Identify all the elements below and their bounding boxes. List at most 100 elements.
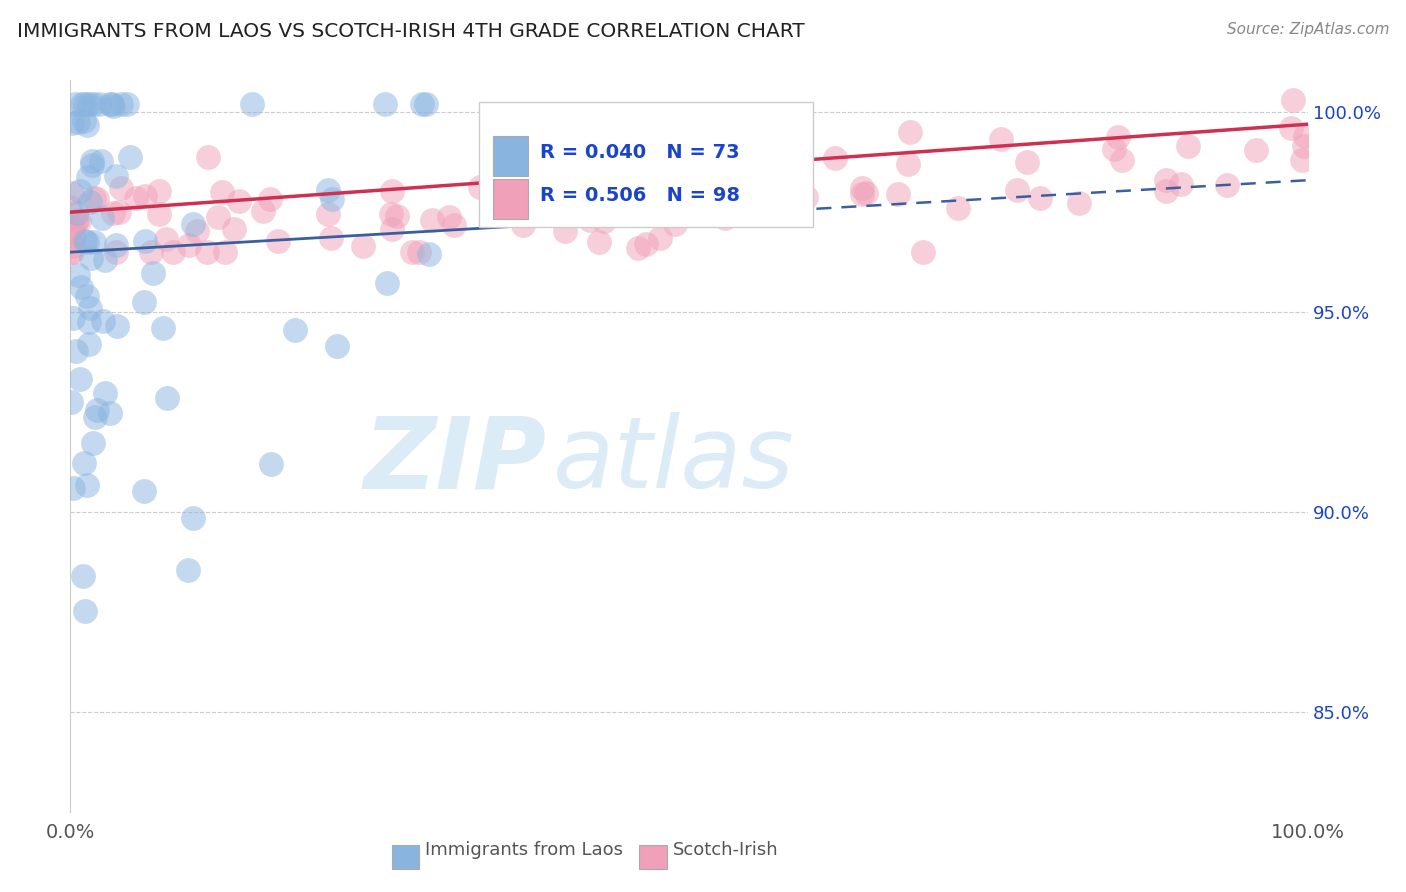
Point <box>77 337 100 351</box>
Point <box>156 391 179 405</box>
Point <box>79 301 101 315</box>
Point <box>259 192 281 206</box>
Point <box>59 200 82 214</box>
FancyBboxPatch shape <box>494 179 529 219</box>
Point <box>86 403 108 417</box>
Point <box>105 319 128 334</box>
Point <box>470 180 492 194</box>
Point <box>713 211 735 225</box>
Point <box>60 395 83 409</box>
Text: Scotch-Irish: Scotch-Irish <box>673 841 779 860</box>
Point <box>1177 138 1199 153</box>
Point <box>284 323 307 337</box>
Point <box>76 118 98 132</box>
Point <box>267 234 290 248</box>
Point <box>65 343 87 358</box>
Point <box>794 190 817 204</box>
Text: Immigrants from Laos: Immigrants from Laos <box>426 841 623 860</box>
Point <box>214 245 236 260</box>
Point <box>62 220 84 235</box>
Point <box>104 237 127 252</box>
Point <box>162 245 184 260</box>
Point <box>93 314 115 328</box>
Point <box>898 125 921 139</box>
FancyBboxPatch shape <box>392 846 419 869</box>
Point <box>155 232 177 246</box>
Point <box>103 98 125 112</box>
Text: R = 0.506   N = 98: R = 0.506 N = 98 <box>540 186 741 205</box>
Point <box>887 187 910 202</box>
Point <box>855 186 877 201</box>
Point <box>776 171 799 186</box>
Point <box>110 181 132 195</box>
Point <box>380 207 402 221</box>
Text: atlas: atlas <box>553 412 794 509</box>
Point <box>851 180 873 194</box>
Point <box>86 192 108 206</box>
Point <box>142 266 165 280</box>
Point <box>62 239 84 253</box>
Point <box>148 207 170 221</box>
Point <box>82 97 104 112</box>
Point <box>824 152 846 166</box>
Point <box>83 190 105 204</box>
Point <box>381 185 404 199</box>
Point <box>326 339 349 353</box>
Point <box>83 235 105 250</box>
Point <box>76 478 98 492</box>
Point <box>197 150 219 164</box>
Point <box>1292 139 1315 153</box>
Point <box>134 294 156 309</box>
Point <box>183 510 205 524</box>
Point <box>73 603 96 617</box>
Point <box>547 194 569 208</box>
Point <box>82 436 104 450</box>
Point <box>211 185 233 199</box>
Point <box>104 169 127 183</box>
Point <box>80 153 103 168</box>
Point <box>527 189 550 203</box>
Point <box>73 97 96 112</box>
Point <box>115 97 138 112</box>
Point <box>664 217 686 231</box>
Point <box>75 234 97 248</box>
Point <box>228 194 250 208</box>
Point <box>98 97 121 112</box>
Point <box>79 194 101 209</box>
Point <box>80 251 103 265</box>
Point <box>148 184 170 198</box>
Point <box>1244 143 1267 157</box>
Point <box>851 187 873 202</box>
Point <box>897 157 920 171</box>
Point <box>134 234 156 248</box>
Point <box>110 97 132 112</box>
Point <box>321 231 343 245</box>
Point <box>1017 154 1039 169</box>
Text: Source: ZipAtlas.com: Source: ZipAtlas.com <box>1226 22 1389 37</box>
FancyBboxPatch shape <box>478 103 813 227</box>
Point <box>1294 129 1316 144</box>
Point <box>183 217 205 231</box>
Point <box>1291 153 1313 168</box>
Point <box>411 97 433 112</box>
Point <box>132 484 155 499</box>
Point <box>62 481 84 495</box>
Point <box>65 214 87 228</box>
Point <box>62 186 84 201</box>
Point <box>66 206 89 220</box>
Point <box>69 279 91 293</box>
Point <box>1170 177 1192 191</box>
Point <box>1067 196 1090 211</box>
Point <box>1102 143 1125 157</box>
Point <box>1154 184 1177 198</box>
FancyBboxPatch shape <box>640 846 666 869</box>
Point <box>73 114 96 128</box>
Point <box>207 211 229 225</box>
Point <box>1029 191 1052 205</box>
Point <box>152 321 174 335</box>
Point <box>1216 178 1239 193</box>
Point <box>418 247 440 261</box>
Point <box>77 97 100 112</box>
Point <box>252 204 274 219</box>
Point <box>990 132 1012 146</box>
